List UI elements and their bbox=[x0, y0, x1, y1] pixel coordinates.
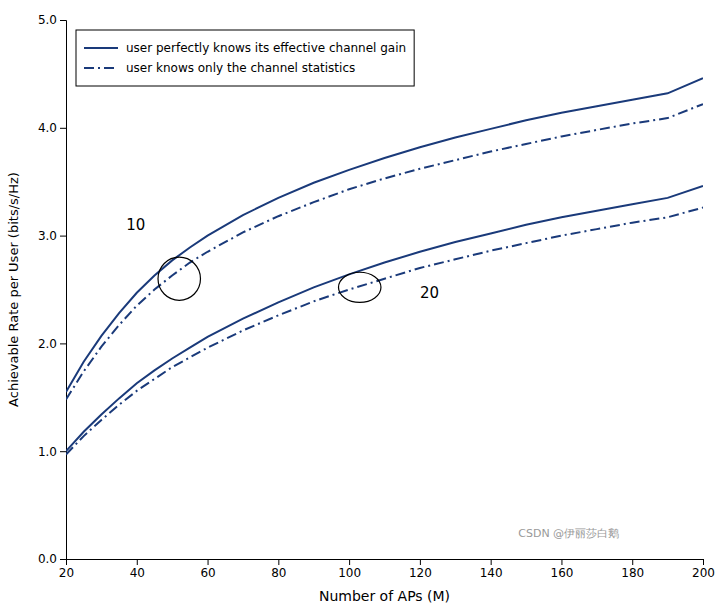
marks bbox=[66, 78, 703, 454]
tick-label: 20 bbox=[59, 566, 74, 580]
tick-label: 4.0 bbox=[38, 121, 57, 135]
tick: 80 bbox=[271, 559, 286, 580]
tick: 100 bbox=[338, 559, 361, 580]
legend: user perfectly knows its effective chann… bbox=[76, 30, 414, 86]
tick: 180 bbox=[621, 559, 644, 580]
series-line bbox=[66, 208, 703, 455]
y-axis: 0.0 1.0 2.0 3.0 4.0 5.0 bbox=[38, 13, 67, 566]
tick-mark bbox=[60, 128, 66, 129]
tick-mark bbox=[60, 559, 66, 560]
tick-label: 160 bbox=[550, 566, 573, 580]
tick-mark bbox=[561, 559, 562, 565]
tick: 120 bbox=[409, 559, 432, 580]
tick: 140 bbox=[480, 559, 503, 580]
legend-label: user knows only the channel statistics bbox=[126, 61, 355, 75]
tick-mark bbox=[420, 559, 421, 565]
tick: 40 bbox=[130, 559, 145, 580]
tick: 1.0 bbox=[38, 445, 66, 459]
legend-frame bbox=[76, 30, 414, 86]
tick-mark bbox=[208, 559, 209, 565]
tick-mark bbox=[278, 559, 279, 565]
annotation: 10 bbox=[126, 216, 145, 234]
tick-label: 3.0 bbox=[38, 229, 57, 243]
chart: 20 40 60 80 100 120 140 160 180 200 0.0 1.0 2.0 3.0 4.… bbox=[0, 0, 727, 615]
tick-label: 0.0 bbox=[38, 552, 57, 566]
tick-label: 140 bbox=[480, 566, 503, 580]
axis-line bbox=[60, 21, 67, 560]
tick-label: 1.0 bbox=[38, 445, 57, 459]
tick-mark bbox=[137, 559, 138, 565]
tick-mark bbox=[632, 559, 633, 565]
annotation: 20 bbox=[420, 284, 439, 302]
tick-label: 200 bbox=[692, 566, 715, 580]
tick: 2.0 bbox=[38, 337, 66, 351]
tick-label: 100 bbox=[338, 566, 361, 580]
x-axis-title: Number of APs (M) bbox=[319, 588, 450, 604]
tick: 0.0 bbox=[38, 552, 66, 566]
tick: 60 bbox=[200, 559, 215, 580]
tick-label: 40 bbox=[130, 566, 145, 580]
tick-mark bbox=[60, 20, 66, 21]
tick: 160 bbox=[550, 559, 573, 580]
tick-label: 120 bbox=[409, 566, 432, 580]
series-line bbox=[66, 78, 703, 392]
tick-label: 2.0 bbox=[38, 337, 57, 351]
tick-mark bbox=[60, 343, 66, 344]
tick-mark bbox=[703, 559, 704, 565]
watermark: CSDN @伊丽莎白鹅 bbox=[518, 527, 619, 540]
plot: 20 40 60 80 100 120 140 160 180 200 0.0 1.0 2.0 3.0 4.… bbox=[38, 13, 715, 579]
tick-label: 180 bbox=[621, 566, 644, 580]
tick-label: 5.0 bbox=[38, 13, 57, 27]
tick-mark bbox=[60, 236, 66, 237]
series-line bbox=[66, 186, 703, 451]
tick: 200 bbox=[692, 559, 715, 580]
tick-label: 60 bbox=[200, 566, 215, 580]
series-line bbox=[66, 104, 703, 399]
legend-swatch bbox=[84, 67, 118, 69]
legend-label: user perfectly knows its effective chann… bbox=[126, 41, 406, 55]
tick-mark bbox=[349, 559, 350, 565]
tick: 20 bbox=[59, 559, 74, 580]
legend-swatch bbox=[84, 47, 118, 49]
x-axis: 20 40 60 80 100 120 140 160 180 200 bbox=[59, 559, 715, 580]
axis-line bbox=[67, 560, 704, 566]
annotation-ellipse bbox=[158, 257, 200, 300]
annotation-ellipse bbox=[338, 272, 380, 302]
tick-mark bbox=[491, 559, 492, 565]
tick: 3.0 bbox=[38, 229, 66, 243]
tick-label: 80 bbox=[271, 566, 286, 580]
tick: 4.0 bbox=[38, 121, 66, 135]
y-axis-title: Achievable Rate per User (bits/s/Hz) bbox=[6, 172, 21, 407]
tick: 5.0 bbox=[38, 13, 66, 27]
tick-mark bbox=[60, 451, 66, 452]
